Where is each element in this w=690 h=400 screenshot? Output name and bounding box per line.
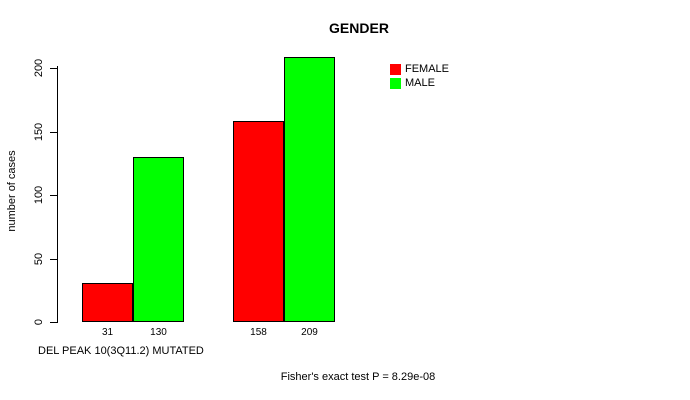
bar-value-label: 31 — [101, 327, 114, 338]
y-tick-mark — [50, 322, 57, 323]
bar-male-group1 — [133, 157, 184, 322]
bar-female-group2 — [233, 121, 284, 322]
legend-item-label: MALE — [405, 77, 435, 89]
bar-value-label: 130 — [150, 327, 167, 338]
chart-title: GENDER — [329, 20, 389, 36]
y-tick-label: 150 — [33, 122, 45, 142]
y-tick-label: 100 — [33, 185, 45, 205]
y-axis-line — [57, 66, 58, 323]
x-axis-label: DEL PEAK 10(3Q11.2) MUTATED — [38, 345, 204, 357]
y-tick-mark — [50, 68, 57, 69]
y-tick-mark — [50, 132, 57, 133]
bar-female-group1 — [82, 283, 133, 322]
y-tick-label: 50 — [33, 252, 45, 266]
bar-value-label: 158 — [250, 327, 267, 338]
y-tick-mark — [50, 259, 57, 260]
stats-annotation: Fisher's exact test P = 8.29e-08 — [280, 371, 436, 383]
legend-color-swatch — [390, 64, 401, 75]
legend-item-male: MALE — [390, 78, 449, 89]
legend-color-swatch — [390, 78, 401, 89]
y-tick-label: 0 — [33, 318, 45, 326]
bar-value-label: 209 — [301, 327, 318, 338]
legend: FEMALE MALE — [390, 64, 449, 89]
legend-item-female: FEMALE — [390, 64, 449, 75]
y-tick-label: 200 — [33, 58, 45, 78]
legend-item-label: FEMALE — [405, 63, 450, 75]
y-axis-title: number of cases — [6, 150, 18, 232]
bar-male-group2 — [284, 57, 335, 322]
y-tick-mark — [50, 195, 57, 196]
